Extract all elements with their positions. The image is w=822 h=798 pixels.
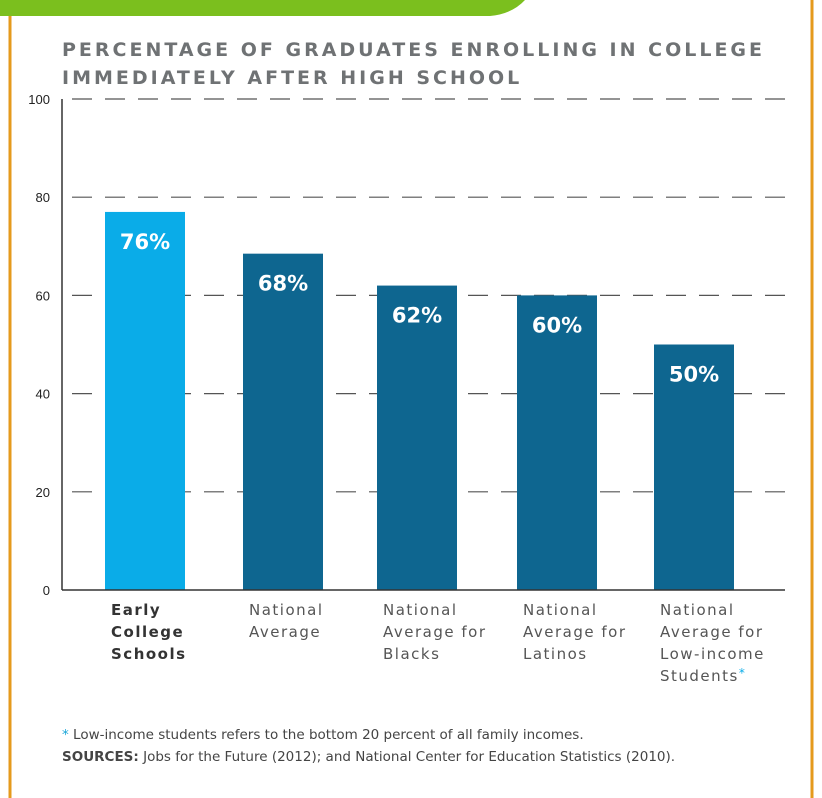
chart-title-line-2: IMMEDIATELY AFTER HIGH SCHOOL xyxy=(62,67,523,89)
y-tick-label: 0 xyxy=(43,583,50,598)
bar-value-label: 68% xyxy=(258,272,308,296)
x-category-label: Students* xyxy=(660,666,746,685)
x-category-label: Latinos xyxy=(523,645,588,663)
bar-value-label: 76% xyxy=(120,230,170,254)
x-category-label: National xyxy=(383,601,458,619)
footnote-text: Low-income students refers to the bottom… xyxy=(68,727,584,743)
bar-value-label: 60% xyxy=(532,313,582,337)
x-category-label: Low-income xyxy=(660,645,765,663)
chart-title-line-1: PERCENTAGE OF GRADUATES ENROLLING IN COL… xyxy=(62,39,766,61)
bar xyxy=(517,295,597,590)
x-category-label: College xyxy=(111,623,184,641)
bar xyxy=(105,211,185,590)
sources-line: SOURCES: Jobs for the Future (2012); and… xyxy=(62,746,802,768)
bar xyxy=(243,253,323,591)
sources-text: Jobs for the Future (2012); and National… xyxy=(138,749,676,765)
x-category-label: Schools xyxy=(111,645,187,663)
category-footnote-asterisk: * xyxy=(739,666,747,680)
bar xyxy=(654,344,734,590)
y-tick-label: 80 xyxy=(36,190,50,205)
x-category-label: National xyxy=(523,601,598,619)
footnote: * Low-income students refers to the bott… xyxy=(62,724,802,768)
bar xyxy=(377,285,457,590)
green-header-tab xyxy=(0,0,525,16)
y-tick-label: 60 xyxy=(36,288,50,303)
x-category-label: Average for xyxy=(383,623,487,641)
bar-value-label: 50% xyxy=(669,363,719,387)
chart-title: PERCENTAGE OF GRADUATES ENROLLING IN COL… xyxy=(62,36,762,92)
footnote-asterisk: * xyxy=(62,727,69,743)
y-tick-label: 100 xyxy=(28,92,50,107)
y-tick-label: 20 xyxy=(36,485,50,500)
bar-value-label: 62% xyxy=(392,304,442,328)
x-category-label: Blacks xyxy=(383,645,440,663)
footnote-note: * Low-income students refers to the bott… xyxy=(62,724,802,746)
x-category-label: Average for xyxy=(523,623,627,641)
sources-label: SOURCES: xyxy=(62,749,139,765)
x-category-label: National xyxy=(249,601,324,619)
x-category-label: Early xyxy=(111,601,161,619)
x-category-label: Average for xyxy=(660,623,764,641)
y-tick-label: 40 xyxy=(36,387,50,402)
x-category-label: National xyxy=(660,601,735,619)
x-category-label: Average xyxy=(249,623,321,641)
